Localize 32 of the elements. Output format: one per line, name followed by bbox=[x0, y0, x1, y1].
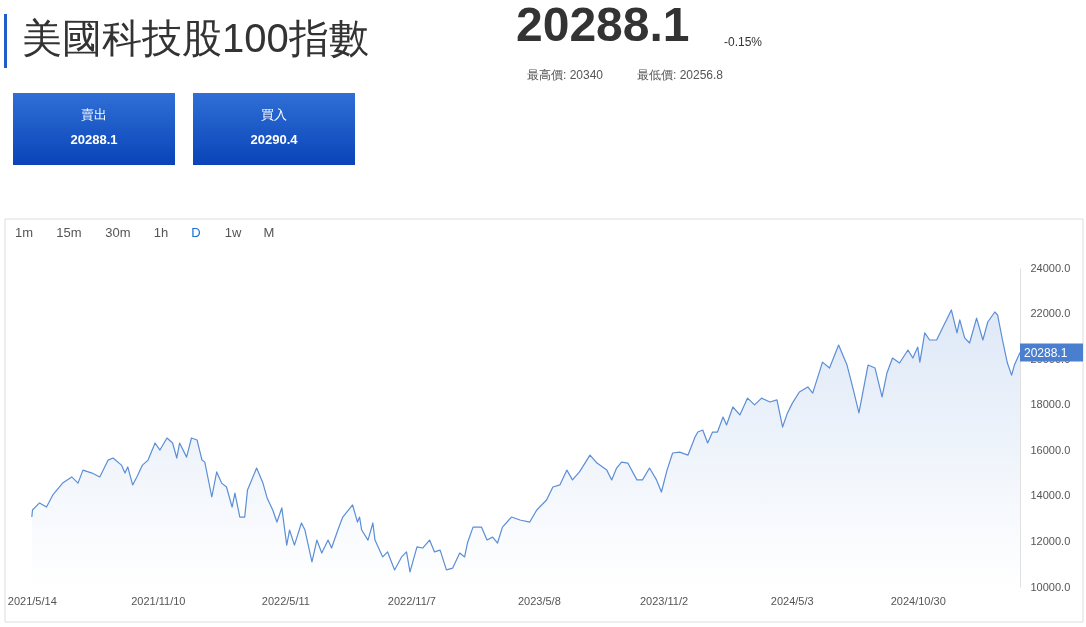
text: 買入 bbox=[261, 107, 287, 122]
x-tick-label: 2021/11/10 bbox=[131, 594, 186, 607]
x-tick-label: 2024/5/3 bbox=[770, 594, 814, 607]
text: D bbox=[191, 225, 201, 240]
text: 30m bbox=[105, 225, 131, 240]
x-tick-label: 2021/5/14 bbox=[7, 594, 57, 607]
text: -0.15% bbox=[724, 35, 763, 49]
x-tick-label: 2023/5/8 bbox=[517, 594, 561, 607]
annotation: 20288.1 bbox=[1024, 345, 1068, 360]
text: 1w bbox=[224, 225, 242, 240]
text: 20288.1 bbox=[70, 132, 118, 147]
y-tick-label: 16000.0 bbox=[1030, 443, 1071, 456]
y-tick-label: 24000.0 bbox=[1030, 261, 1071, 274]
x-tick-label: 2022/11/7 bbox=[387, 594, 436, 607]
y-tick-label: 18000.0 bbox=[1030, 398, 1071, 411]
text: 賣出 bbox=[81, 107, 107, 122]
text: 20290.4 bbox=[250, 132, 299, 147]
text: M bbox=[263, 225, 275, 240]
x-tick-label: 2022/5/11 bbox=[261, 594, 310, 607]
text: 1m bbox=[14, 225, 34, 240]
chart-title: 美國科技股100指數 bbox=[22, 16, 369, 60]
text: 15m bbox=[56, 225, 82, 240]
y-tick-label: 22000.0 bbox=[1030, 307, 1071, 320]
text: 20288.1 bbox=[516, 0, 690, 51]
y-tick-label: 14000.0 bbox=[1030, 489, 1071, 502]
text: 最低價: 20256.8 bbox=[637, 68, 724, 82]
x-tick-label: 2023/11/2 bbox=[639, 594, 689, 607]
text: 最高價: 20340 bbox=[527, 68, 604, 82]
y-tick-label: 12000.0 bbox=[1030, 534, 1071, 547]
text: 1h bbox=[153, 225, 169, 240]
y-tick-label: 10000.0 bbox=[1030, 580, 1071, 593]
x-tick-label: 2024/10/30 bbox=[890, 594, 946, 607]
